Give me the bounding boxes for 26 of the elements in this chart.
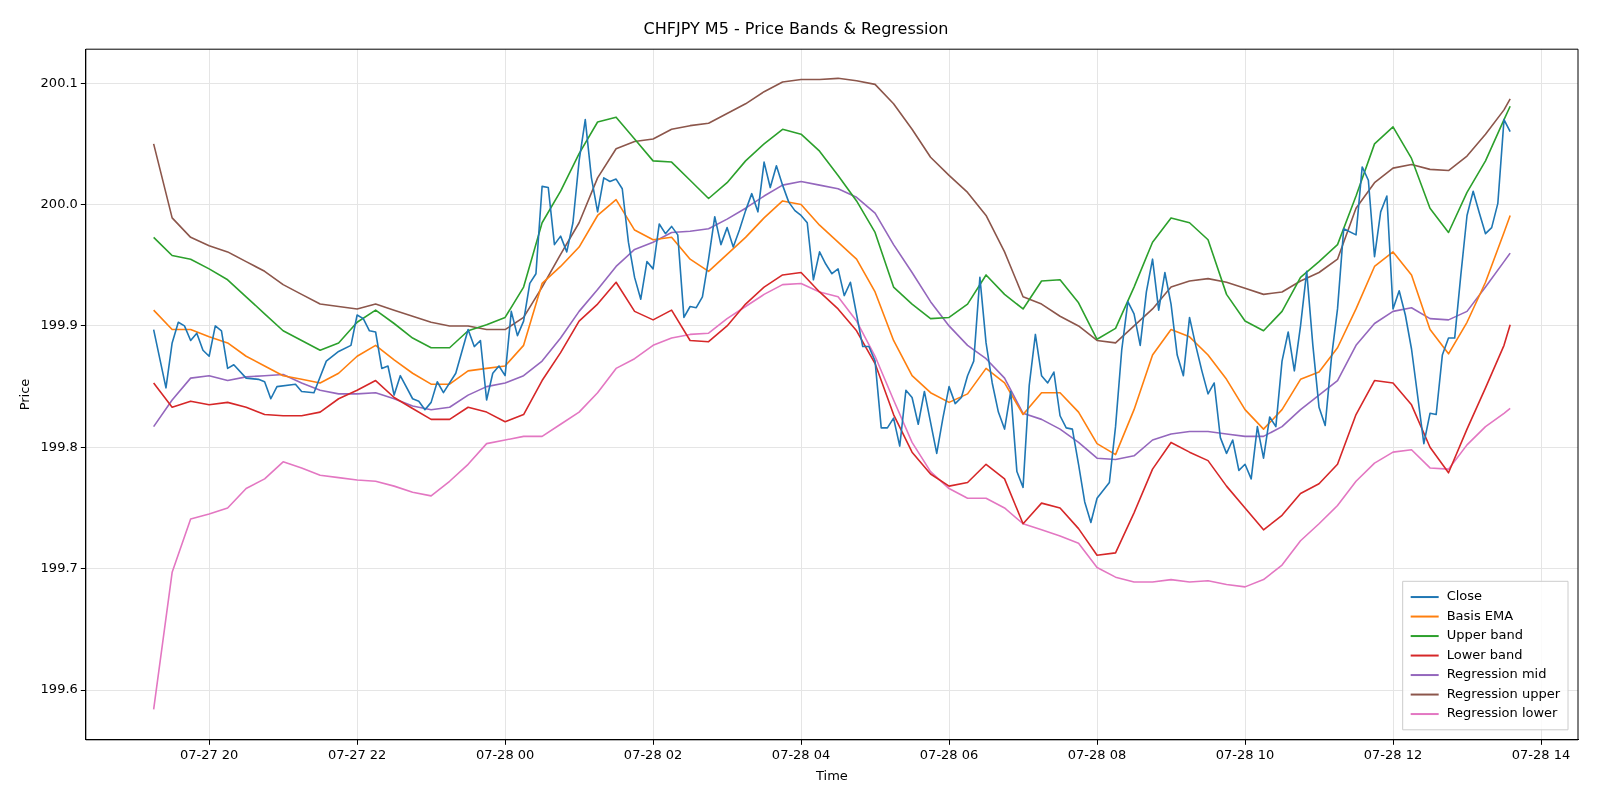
x-tick-label: 07-27 22 (327, 746, 387, 762)
y-tick-label: 199.6 (40, 681, 78, 697)
y-tick-label: 200.1 (40, 74, 78, 90)
legend-label: Basis EMA (1446, 607, 1514, 623)
legend-label: Regression lower (1446, 705, 1559, 721)
x-tick-label: 07-28 02 (623, 746, 683, 762)
legend-label: Lower band (1446, 646, 1523, 662)
legend-label: Upper band (1446, 627, 1523, 643)
chart-title: CHFJPY M5 - Price Bands & Regression (643, 18, 949, 38)
x-axis-title: Time (814, 767, 848, 783)
y-tick-label: 199.9 (40, 317, 78, 333)
x-tick-label: 07-28 04 (771, 746, 831, 762)
x-tick-label: 07-28 06 (919, 746, 979, 762)
legend-label: Close (1446, 588, 1483, 604)
legend-label: Regression mid (1446, 666, 1547, 682)
x-tick-label: 07-28 08 (1067, 746, 1127, 762)
x-tick-label: 07-28 12 (1363, 746, 1423, 762)
y-tick-label: 199.7 (40, 560, 78, 576)
y-tick-label: 199.8 (40, 438, 78, 454)
x-tick-label: 07-28 00 (475, 746, 535, 762)
x-tick-label: 07-27 20 (179, 746, 239, 762)
y-tick-label: 200.0 (40, 195, 78, 211)
x-tick-label: 07-28 14 (1511, 746, 1571, 762)
x-tick-label: 07-28 10 (1215, 746, 1275, 762)
legend-label: Regression upper (1446, 685, 1561, 701)
y-axis-title: Price (17, 378, 33, 411)
